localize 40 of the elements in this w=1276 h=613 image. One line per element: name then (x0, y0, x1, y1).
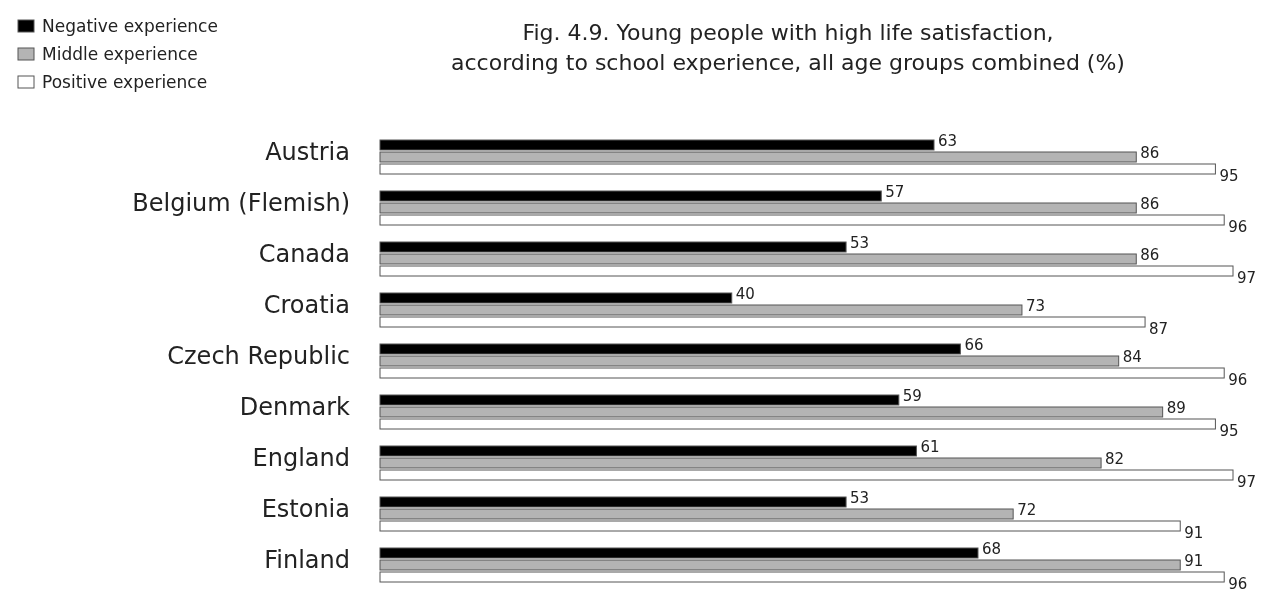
legend-label: Positive experience (42, 72, 208, 92)
data-label: 97 (1237, 269, 1257, 287)
y-tick-label: England (252, 444, 350, 472)
y-tick-label: Croatia (263, 291, 350, 319)
data-label: 96 (1228, 371, 1248, 389)
data-label: 96 (1228, 575, 1248, 593)
data-label: 89 (1166, 399, 1186, 417)
chart-title: Fig. 4.9. Young people with high life satisfaction, according to school experience, all age groups combined (%) (451, 20, 1125, 75)
y-tick-label: Finland (264, 546, 350, 574)
data-label: 97 (1237, 473, 1257, 491)
y-tick-label: Denmark (239, 393, 351, 421)
data-label: 86 (1140, 144, 1160, 162)
y-tick-label: Belgium (Flemish) (132, 189, 350, 217)
data-label: 66 (964, 336, 984, 354)
legend-label: Negative experience (42, 16, 218, 36)
data-label: 72 (1017, 501, 1037, 519)
y-tick-label: Estonia (261, 495, 350, 523)
data-label: 53 (850, 234, 870, 252)
data-label: 40 (735, 285, 755, 303)
data-label: 82 (1105, 450, 1125, 468)
data-label: 95 (1219, 422, 1239, 440)
data-label: 73 (1025, 297, 1046, 315)
data-label: 86 (1140, 195, 1160, 213)
data-label: 53 (850, 489, 870, 507)
data-label: 61 (920, 438, 940, 456)
data-label: 57 (885, 183, 905, 201)
data-label: 91 (1184, 552, 1204, 570)
data-label: 84 (1122, 348, 1142, 366)
data-label: 87 (1149, 320, 1169, 338)
data-label: 59 (902, 387, 922, 405)
data-label: 63 (938, 132, 958, 150)
y-tick-label: Canada (258, 240, 350, 268)
data-label: 95 (1219, 167, 1239, 185)
data-label: 91 (1184, 524, 1204, 542)
y-tick-label: Austria (265, 138, 350, 166)
y-tick-label: Czech Republic (167, 342, 350, 370)
data-label: 86 (1140, 246, 1160, 264)
legend-label: Middle experience (42, 44, 198, 64)
data-label: 96 (1228, 218, 1248, 236)
data-label: 68 (981, 540, 1002, 558)
